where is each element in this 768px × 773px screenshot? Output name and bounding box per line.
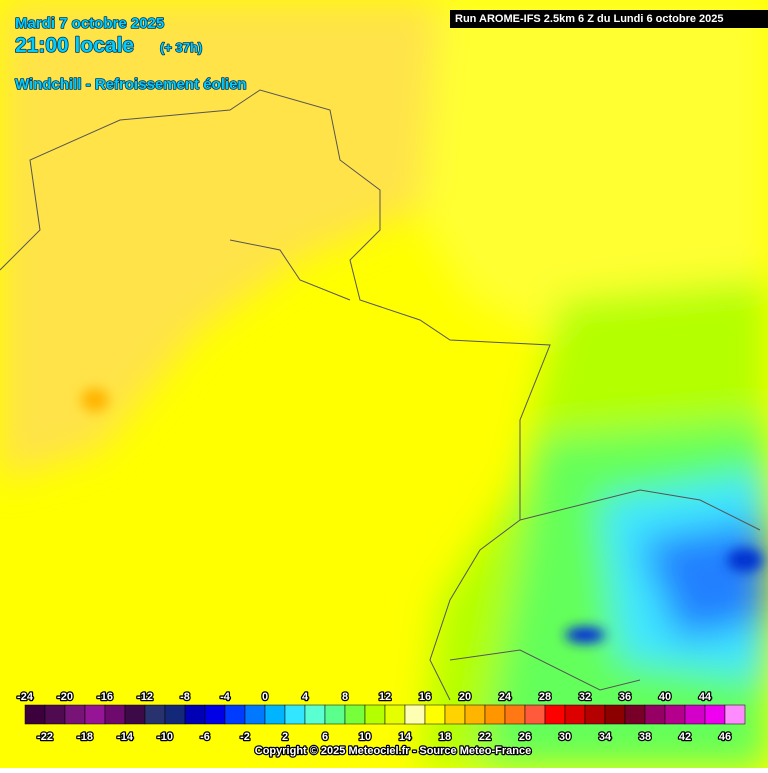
colorbar-swatch bbox=[724, 704, 746, 725]
colorbar-label: -24 bbox=[17, 691, 34, 703]
colorbar-swatch bbox=[484, 704, 506, 725]
colorbar-label: 46 bbox=[719, 731, 731, 743]
colorbar-label: -20 bbox=[57, 691, 73, 703]
colorbar-label: 12 bbox=[379, 691, 391, 703]
colorbar-swatch bbox=[284, 704, 306, 725]
colorbar-swatch bbox=[684, 704, 706, 725]
colorbar-label: 10 bbox=[359, 731, 371, 743]
colorbar-swatch bbox=[524, 704, 546, 725]
colorbar-swatch bbox=[424, 704, 446, 725]
colorbar-swatch bbox=[144, 704, 166, 725]
colorbar-swatch bbox=[164, 704, 186, 725]
colorbar-swatch bbox=[184, 704, 206, 725]
cold-spots bbox=[81, 388, 763, 643]
colorbar-label: 34 bbox=[599, 731, 612, 743]
borders bbox=[0, 89, 761, 701]
colorbar-swatch bbox=[64, 704, 86, 725]
colorbar-swatch bbox=[84, 704, 106, 725]
colorbar-label: -8 bbox=[180, 691, 190, 703]
colorbar-label: 16 bbox=[419, 691, 431, 703]
colorbar-label: 22 bbox=[479, 731, 491, 743]
colorbar-label: 20 bbox=[459, 691, 471, 703]
colorbar-label: 38 bbox=[639, 731, 651, 743]
colorbar-swatch bbox=[324, 704, 346, 725]
colorbar-swatch bbox=[624, 704, 646, 725]
colorbar-swatch bbox=[44, 704, 66, 725]
colorbar-label: -22 bbox=[37, 731, 53, 743]
colorbar-label: 0 bbox=[262, 691, 268, 703]
colorbar-swatch bbox=[344, 704, 366, 725]
colorbar-label: -4 bbox=[220, 691, 231, 703]
colorbar-swatch bbox=[204, 704, 226, 725]
colorbar-swatch bbox=[644, 704, 666, 725]
colorbar-swatch bbox=[24, 704, 46, 725]
colorbar-label: -16 bbox=[97, 691, 113, 703]
colorbar-swatch bbox=[444, 704, 466, 725]
colorbar-label: 24 bbox=[499, 691, 512, 703]
colorbar-label: 6 bbox=[322, 731, 328, 743]
colorbar-swatch bbox=[364, 704, 386, 725]
time: 21:00 locale bbox=[15, 34, 134, 57]
colorbar-label: 30 bbox=[559, 731, 571, 743]
colorbar-label: 2 bbox=[282, 731, 288, 743]
colorbar-label: 36 bbox=[619, 691, 631, 703]
colorbar-swatch bbox=[384, 704, 406, 725]
colorbar-label: 14 bbox=[399, 731, 412, 743]
colorbar-swatch bbox=[304, 704, 326, 725]
colorbar-label: -10 bbox=[157, 731, 173, 743]
colorbar-swatch bbox=[404, 704, 426, 725]
colorbar-label: 4 bbox=[302, 691, 309, 703]
colorbar-swatch bbox=[264, 704, 286, 725]
parameter: Windchill - Refroissement éolien bbox=[15, 76, 247, 93]
colorbar-label: 32 bbox=[579, 691, 591, 703]
colorbar-swatch bbox=[704, 704, 726, 725]
colorbar-label: 26 bbox=[519, 731, 531, 743]
colorbar-label: 18 bbox=[439, 731, 451, 743]
run-banner bbox=[450, 10, 768, 28]
colorbar-swatch bbox=[124, 704, 146, 725]
colorbar-label: 44 bbox=[699, 691, 712, 703]
colorbar-label: -14 bbox=[117, 731, 134, 743]
colorbar-label: -6 bbox=[200, 731, 210, 743]
colorbar-label: -2 bbox=[240, 731, 250, 743]
colorbar-swatch bbox=[504, 704, 526, 725]
colorbar-label: 8 bbox=[342, 691, 348, 703]
run-info: Run AROME-IFS 2.5km 6 Z du Lundi 6 octob… bbox=[455, 13, 724, 25]
colorbar-label: 40 bbox=[659, 691, 671, 703]
colorbar-label: 42 bbox=[679, 731, 691, 743]
copyright: Copyright © 2025 Meteociel.fr - Source M… bbox=[255, 745, 531, 757]
colorbar-swatch bbox=[584, 704, 606, 725]
colorbar-swatch bbox=[544, 704, 566, 725]
colorbar-label: -12 bbox=[137, 691, 153, 703]
colorbar-swatch bbox=[104, 704, 126, 725]
lead-time: (+ 37h) bbox=[160, 40, 202, 55]
date: Mardi 7 octobre 2025 bbox=[15, 15, 164, 32]
colorbar-swatch bbox=[244, 704, 266, 725]
colorbar-label: 28 bbox=[539, 691, 551, 703]
colorbar-swatch bbox=[224, 704, 246, 725]
colorbar-label: -18 bbox=[77, 731, 93, 743]
colorbar-swatch bbox=[604, 704, 626, 725]
colorbar-swatch bbox=[664, 704, 686, 725]
colorbar-swatch bbox=[564, 704, 586, 725]
colorbar-swatch bbox=[464, 704, 486, 725]
